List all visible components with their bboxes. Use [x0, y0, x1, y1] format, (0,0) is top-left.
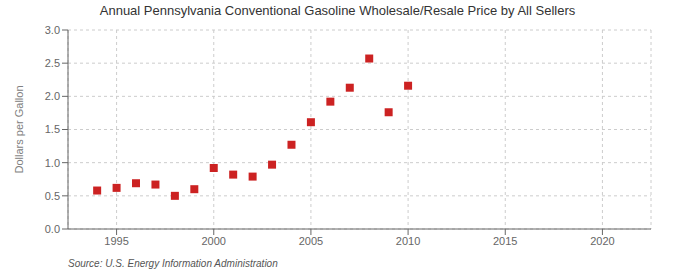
svg-text:2.0: 2.0	[45, 90, 60, 102]
svg-text:1995: 1995	[104, 235, 128, 247]
svg-text:0.0: 0.0	[45, 223, 60, 235]
html-text:Annual Pennsylvania Convention: Annual Pennsylvania Conventional Gasolin…	[99, 3, 576, 18]
svg-text:Dollars per Gallon: Dollars per Gallon	[13, 85, 25, 173]
svg-text:2020: 2020	[590, 235, 614, 247]
svg-text:2005: 2005	[299, 235, 323, 247]
svg-text:3.0: 3.0	[45, 24, 60, 36]
svg-text:1.5: 1.5	[45, 123, 60, 135]
svg-text:0.5: 0.5	[45, 190, 60, 202]
svg-text:2015: 2015	[493, 235, 517, 247]
svg-text:2000: 2000	[202, 235, 226, 247]
html-text:Source: U.S. Energy Informatio: Source: U.S. Energy Information Administ…	[68, 258, 278, 269]
svg-text:2010: 2010	[396, 235, 420, 247]
svg-text:1.0: 1.0	[45, 157, 60, 169]
svg-text:2.5: 2.5	[45, 57, 60, 69]
